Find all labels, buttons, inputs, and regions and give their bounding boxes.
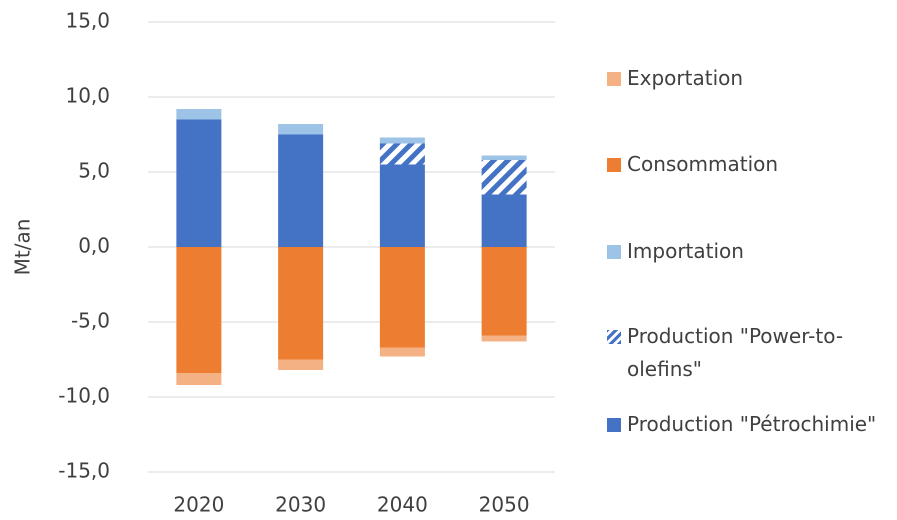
y-tick-label: -5,0: [71, 309, 110, 333]
legend-item: Consommation: [607, 148, 889, 181]
legend-label: Production "Power-to-olefins": [627, 324, 844, 381]
bar-segment: [176, 373, 222, 385]
bar-segment: [481, 247, 527, 336]
bar-segment: [481, 194, 527, 247]
bar-segment: [176, 247, 222, 373]
y-tick-label: 0,0: [78, 234, 110, 258]
y-tick-label: -10,0: [58, 384, 110, 408]
bar-segment: [278, 359, 324, 370]
legend-item: Importation: [607, 235, 889, 268]
bar-segment: [481, 160, 527, 195]
x-tick-label: 2020: [173, 493, 224, 517]
legend-label: Importation: [627, 239, 744, 263]
legend-swatch: [607, 418, 621, 432]
bar-segment: [176, 119, 222, 247]
bar-segment: [379, 247, 425, 348]
bar-segment: [481, 335, 527, 342]
bar-segment: [278, 247, 324, 360]
legend-swatch: [607, 72, 621, 86]
legend-label: Exportation: [627, 66, 744, 90]
legend-item: Production "Pétrochimie": [607, 408, 889, 441]
legend-swatch: [607, 245, 621, 259]
legend-label: Production "Pétrochimie": [627, 412, 877, 436]
bar-segment: [379, 137, 425, 144]
bar-segment: [481, 155, 527, 160]
bar-segment: [379, 347, 425, 357]
legend-label: Consommation: [627, 152, 779, 176]
y-tick-label: 10,0: [65, 84, 110, 108]
legend-swatch: [607, 330, 621, 344]
bar-segment: [278, 134, 324, 247]
legend-item: Production "Power-to-olefins": [607, 320, 889, 386]
legend-swatch: [607, 158, 621, 172]
y-axis-label: Mt/an: [11, 219, 35, 276]
bar-segment: [379, 143, 425, 165]
bar-segment: [278, 124, 324, 135]
x-tick-label: 2050: [479, 493, 530, 517]
y-tick-label: -15,0: [58, 459, 110, 483]
y-tick-label: 15,0: [65, 9, 110, 33]
x-tick-label: 2030: [275, 493, 326, 517]
bar-segment: [379, 164, 425, 247]
bar-segment: [176, 109, 222, 120]
legend-item: Exportation: [607, 62, 889, 95]
y-tick-label: 5,0: [78, 159, 110, 183]
x-tick-label: 2040: [377, 493, 428, 517]
